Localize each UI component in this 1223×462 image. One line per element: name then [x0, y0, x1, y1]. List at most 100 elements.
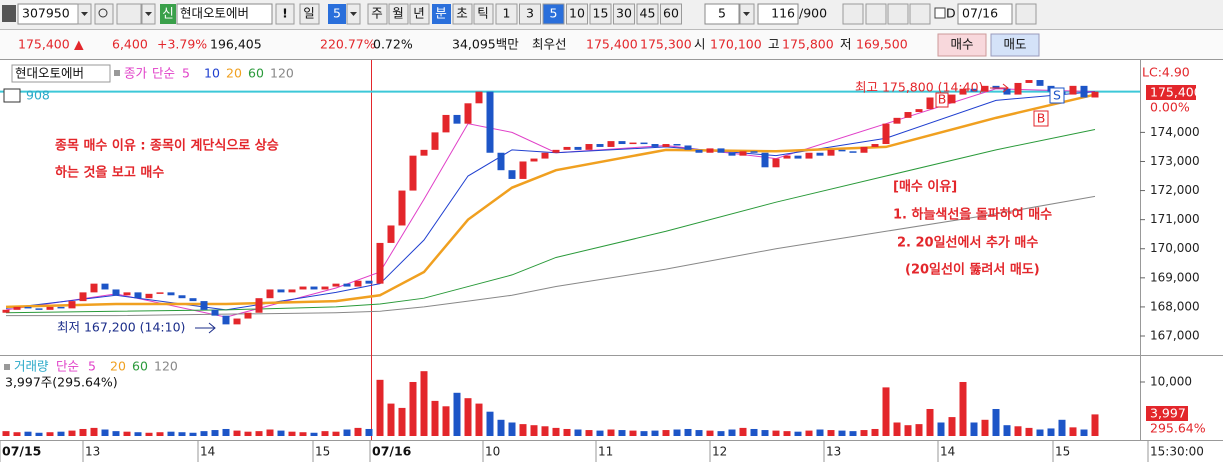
- alert-btn[interactable]: [275, 3, 295, 25]
- volume-bar: [332, 431, 340, 436]
- volume-bar: [145, 432, 153, 436]
- candle: [266, 289, 274, 299]
- week-btn[interactable]: [367, 3, 388, 25]
- change: 6,400: [112, 37, 148, 52]
- candle: [299, 286, 307, 290]
- volume-bar: [321, 431, 329, 436]
- time-label: 12: [712, 445, 727, 459]
- time-label: 07/16: [372, 444, 412, 459]
- buy: 매수: [950, 37, 973, 52]
- annotation: [매수 이유]: [893, 179, 957, 195]
- volume-bar: [101, 429, 109, 436]
- candle: [167, 292, 175, 296]
- minute-btn[interactable]: [432, 4, 451, 24]
- volume-bar: [233, 430, 241, 436]
- volume-bar: [552, 427, 560, 436]
- sell-btn[interactable]: [990, 33, 1040, 57]
- sound[interactable]: [116, 3, 142, 25]
- volume-bar: [68, 430, 76, 436]
- volume-legend-entry: 120: [154, 359, 178, 374]
- volume-bar: [475, 403, 483, 436]
- save[interactable]: [887, 3, 909, 25]
- legend-entry: 20: [226, 66, 242, 81]
- candle: [398, 190, 406, 226]
- interval-btn[interactable]: [519, 3, 541, 25]
- candle: [46, 306, 54, 310]
- month-btn[interactable]: [388, 3, 409, 25]
- day-n-box[interactable]: [328, 4, 346, 24]
- volume-bar: [134, 432, 142, 436]
- volume-last: 3,997주(295.64%): [5, 375, 118, 390]
- interval-btn[interactable]: [495, 3, 518, 25]
- candle: [68, 301, 76, 309]
- custom-box[interactable]: [704, 3, 740, 25]
- stock-name: 현대오토에버: [180, 6, 249, 21]
- candle: [904, 112, 912, 118]
- y-tick-label: 168,000: [1150, 299, 1200, 313]
- low-label: 저: [840, 37, 852, 52]
- interval-btn[interactable]: [613, 3, 635, 25]
- high-note: 최고 175,800 (14:40): [855, 80, 983, 95]
- date-box[interactable]: [957, 3, 1013, 25]
- last-pct: 0.00%: [1150, 100, 1190, 115]
- candle: [893, 117, 901, 124]
- year: 년: [413, 6, 425, 21]
- tool[interactable]: [865, 3, 887, 25]
- annotation: (20일선이 뚫려서 매도): [905, 262, 1040, 278]
- arrow: ▲: [74, 37, 84, 52]
- buy-btn[interactable]: [937, 33, 987, 57]
- candle: [915, 109, 923, 113]
- turnover: 0.72%: [373, 37, 413, 52]
- search[interactable]: [94, 3, 114, 25]
- volume-bar: [574, 429, 582, 436]
- interval-btn[interactable]: [566, 3, 588, 25]
- volume-legend: 5 20 60 120: [88, 359, 178, 374]
- moving-average: [5, 128, 1096, 314]
- interval-btn[interactable]: [636, 3, 659, 25]
- interval: 30: [616, 6, 632, 21]
- settings[interactable]: [909, 3, 931, 25]
- candle: [233, 318, 241, 325]
- checkbox[interactable]: [934, 7, 946, 19]
- candle: [464, 103, 472, 124]
- open-label: 시: [694, 37, 706, 52]
- menu-icon[interactable]: [2, 5, 16, 22]
- volume-bar: [783, 431, 791, 436]
- candle: [640, 142, 648, 145]
- volume-bar: [662, 430, 670, 436]
- moving-average: [5, 93, 1096, 309]
- calendar[interactable]: [1015, 3, 1037, 25]
- candle: [156, 292, 164, 294]
- interval-btn[interactable]: [542, 3, 565, 25]
- volume-bar: [189, 432, 197, 436]
- day-btn[interactable]: [299, 3, 320, 25]
- second-btn[interactable]: [452, 3, 473, 25]
- volume-bar: [343, 429, 351, 436]
- volume-bar: [420, 371, 428, 436]
- volume-bar: [904, 425, 912, 436]
- tick-btn[interactable]: [473, 3, 494, 25]
- interval-btn[interactable]: [589, 3, 612, 25]
- year-btn[interactable]: [409, 3, 430, 25]
- candle: [948, 94, 956, 104]
- candle: [387, 225, 395, 243]
- volume-legend-entry: 5: [88, 359, 96, 374]
- count-box[interactable]: [757, 3, 799, 25]
- volume-legend-entry: 60: [132, 359, 148, 374]
- volume-bar: [299, 432, 307, 436]
- candle: [365, 280, 373, 284]
- interval-btn[interactable]: [660, 3, 682, 25]
- volume-bar: [2, 431, 10, 436]
- name-box[interactable]: [176, 3, 273, 25]
- volume-bar: [871, 428, 879, 436]
- last-price: 175,400: [1150, 85, 1202, 100]
- volume-bar: [266, 429, 274, 436]
- volume-bar: [926, 408, 934, 436]
- month: 월: [392, 6, 404, 21]
- tool[interactable]: [842, 3, 864, 25]
- low-note: 최저 167,200 (14:10): [57, 320, 185, 335]
- volume-bar: [541, 426, 549, 436]
- candle: [57, 306, 65, 309]
- candle: [200, 301, 208, 310]
- candle: [35, 308, 43, 310]
